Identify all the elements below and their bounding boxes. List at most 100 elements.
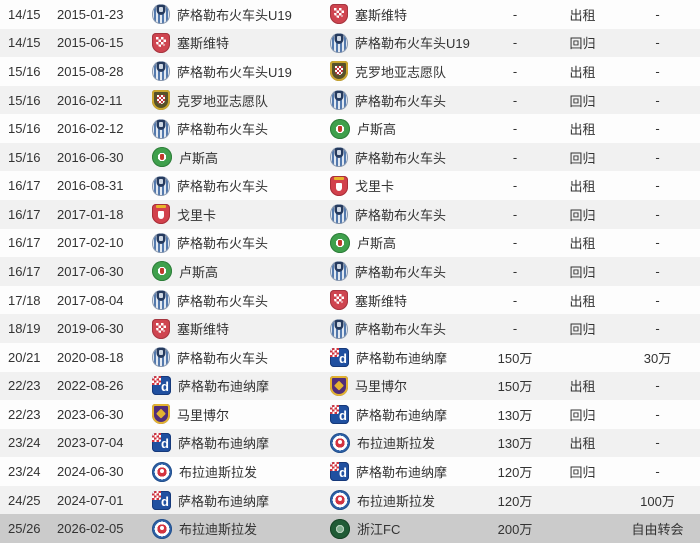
to-club-name[interactable]: 浙江FC <box>357 522 401 538</box>
transfer-type-cell: 出租 <box>569 379 596 395</box>
from-club-cell: 戈里卡 <box>150 204 330 225</box>
from-club-name[interactable]: 萨格勒布火车头 <box>177 350 269 366</box>
from-club-name[interactable]: 卢斯高 <box>179 150 219 166</box>
to-club-cell: 布拉迪斯拉发 <box>330 490 480 511</box>
transfer-fee-cell: - <box>512 321 518 337</box>
lokomotiva-zagreb-badge-icon[interactable] <box>152 232 170 253</box>
transfer-type-cell: 出租 <box>569 293 596 309</box>
from-club-name[interactable]: 卢斯高 <box>179 264 219 280</box>
lokomotiva-zagreb-badge-icon[interactable] <box>330 318 348 339</box>
rudes-badge-icon[interactable] <box>152 147 172 168</box>
gorica-badge-icon[interactable] <box>152 204 170 225</box>
from-club-name[interactable]: 萨格勒布迪纳摩 <box>178 436 270 452</box>
table-row: 22/23 2023-06-30 马里博尔 萨格勒布迪纳摩 130万 回归 - <box>0 400 700 429</box>
sesvete-badge-icon[interactable] <box>152 318 170 339</box>
sesvete-badge-icon[interactable] <box>152 32 170 53</box>
lokomotiva-zagreb-badge-icon[interactable] <box>330 90 348 111</box>
transfer-fee2-cell: - <box>655 178 660 194</box>
lokomotiva-zagreb-badge-icon[interactable] <box>330 261 348 282</box>
to-club-name[interactable]: 卢斯高 <box>357 122 397 138</box>
lokomotiva-zagreb-badge-icon[interactable] <box>152 175 170 196</box>
to-club-name[interactable]: 萨格勒布火车头 <box>355 150 447 166</box>
dinamo-zagreb-badge-icon[interactable] <box>152 433 171 453</box>
dinamo-zagreb-badge-icon[interactable] <box>330 462 349 482</box>
from-club-name[interactable]: 萨格勒布迪纳摩 <box>178 493 270 509</box>
to-club-name[interactable]: 马里博尔 <box>355 379 408 395</box>
date-cell: 2015-06-15 <box>57 35 124 51</box>
slovan-bratislava-badge-icon[interactable] <box>152 518 172 539</box>
lokomotiva-zagreb-badge-icon[interactable] <box>330 147 348 168</box>
season-cell: 16/17 <box>8 178 41 194</box>
from-club-name[interactable]: 马里博尔 <box>177 407 230 423</box>
to-club-name[interactable]: 布拉迪斯拉发 <box>357 436 436 452</box>
date-cell: 2017-06-30 <box>57 263 124 279</box>
to-club-name[interactable]: 萨格勒布火车头 <box>355 264 447 280</box>
to-club-name[interactable]: 戈里卡 <box>355 179 395 195</box>
transfer-fee2-cell: - <box>655 63 660 79</box>
from-club-cell: 萨格勒布火车头 <box>150 347 330 368</box>
sesvete-badge-icon[interactable] <box>330 290 348 311</box>
sesvete-badge-icon[interactable] <box>330 4 348 25</box>
croatia-volunteers-badge-icon[interactable] <box>330 61 348 82</box>
date-cell: 2022-08-26 <box>57 378 124 394</box>
from-club-name[interactable]: 塞斯维特 <box>177 322 230 338</box>
rudes-badge-icon[interactable] <box>152 261 172 282</box>
to-club-name[interactable]: 萨格勒布火车头U19 <box>355 36 470 52</box>
rudes-badge-icon[interactable] <box>330 118 350 139</box>
from-club-name[interactable]: 萨格勒布火车头 <box>177 179 269 195</box>
lokomotiva-zagreb-badge-icon[interactable] <box>330 32 348 53</box>
to-club-name[interactable]: 塞斯维特 <box>355 7 408 23</box>
to-club-name[interactable]: 萨格勒布迪纳摩 <box>356 407 448 423</box>
slovan-bratislava-badge-icon[interactable] <box>330 490 350 511</box>
from-club-name[interactable]: 塞斯维特 <box>177 36 230 52</box>
lokomotiva-zagreb-badge-icon[interactable] <box>152 4 170 25</box>
from-club-name[interactable]: 萨格勒布迪纳摩 <box>178 379 270 395</box>
rudes-badge-icon[interactable] <box>330 232 350 253</box>
from-club-name[interactable]: 萨格勒布火车头 <box>177 122 269 138</box>
from-club-name[interactable]: 萨格勒布火车头 <box>177 236 269 252</box>
zhejiang-fc-badge-icon[interactable] <box>330 518 350 539</box>
to-club-cell: 戈里卡 <box>330 175 480 196</box>
date-cell: 2023-06-30 <box>57 406 124 422</box>
to-club-name[interactable]: 萨格勒布火车头 <box>355 93 447 109</box>
season-cell: 15/16 <box>8 121 41 137</box>
from-club-name[interactable]: 戈里卡 <box>177 207 217 223</box>
transfer-fee2-cell: 100万 <box>640 493 675 509</box>
to-club-name[interactable]: 萨格勒布迪纳摩 <box>356 350 448 366</box>
to-club-name[interactable]: 塞斯维特 <box>355 293 408 309</box>
lokomotiva-zagreb-badge-icon[interactable] <box>152 118 170 139</box>
to-club-name[interactable]: 克罗地亚志愿队 <box>355 64 447 80</box>
maribor-badge-icon[interactable] <box>330 375 348 396</box>
to-club-name[interactable]: 卢斯高 <box>357 236 397 252</box>
from-club-name[interactable]: 布拉迪斯拉发 <box>179 465 258 481</box>
dinamo-zagreb-badge-icon[interactable] <box>152 490 171 510</box>
transfer-fee-cell: - <box>512 121 518 137</box>
from-club-name[interactable]: 布拉迪斯拉发 <box>179 522 258 538</box>
lokomotiva-zagreb-badge-icon[interactable] <box>152 347 170 368</box>
to-club-cell: 萨格勒布迪纳摩 <box>330 347 480 367</box>
lokomotiva-zagreb-badge-icon[interactable] <box>152 290 170 311</box>
season-cell: 17/18 <box>8 292 41 308</box>
slovan-bratislava-badge-icon[interactable] <box>330 432 350 453</box>
transfer-fee-cell: - <box>512 292 518 308</box>
from-club-name[interactable]: 萨格勒布火车头U19 <box>177 64 292 80</box>
to-club-name[interactable]: 萨格勒布火车头 <box>355 207 447 223</box>
gorica-badge-icon[interactable] <box>330 175 348 196</box>
to-club-name[interactable]: 萨格勒布迪纳摩 <box>356 465 448 481</box>
croatia-volunteers-badge-icon[interactable] <box>152 90 170 111</box>
dinamo-zagreb-badge-icon[interactable] <box>152 376 171 396</box>
maribor-badge-icon[interactable] <box>152 404 170 425</box>
to-club-name[interactable]: 萨格勒布火车头 <box>355 322 447 338</box>
dinamo-zagreb-badge-icon[interactable] <box>330 404 349 424</box>
from-club-name[interactable]: 萨格勒布火车头U19 <box>177 7 292 23</box>
from-club-name[interactable]: 萨格勒布火车头 <box>177 293 269 309</box>
transfer-fee2-cell: - <box>655 121 660 137</box>
slovan-bratislava-badge-icon[interactable] <box>152 461 172 482</box>
transfer-fee-cell: - <box>512 178 518 194</box>
lokomotiva-zagreb-badge-icon[interactable] <box>330 204 348 225</box>
from-club-name[interactable]: 克罗地亚志愿队 <box>177 93 269 109</box>
dinamo-zagreb-badge-icon[interactable] <box>330 347 349 367</box>
table-row: 16/17 2016-08-31 萨格勒布火车头 戈里卡 - 出租 - <box>0 171 700 201</box>
to-club-name[interactable]: 布拉迪斯拉发 <box>357 493 436 509</box>
lokomotiva-zagreb-badge-icon[interactable] <box>152 61 170 82</box>
